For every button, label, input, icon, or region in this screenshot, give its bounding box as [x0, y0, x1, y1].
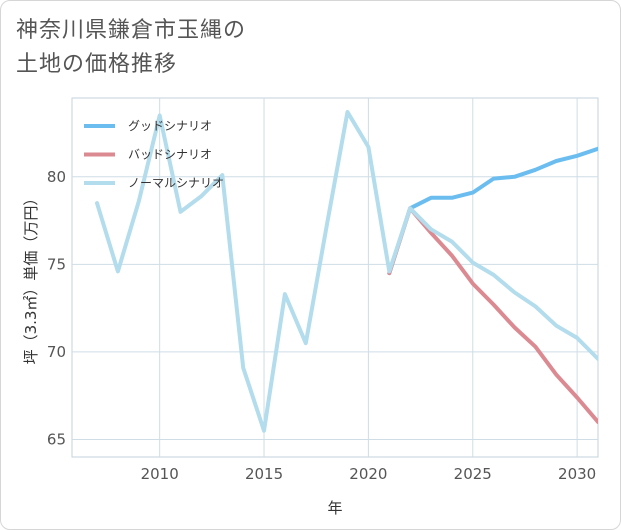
series-line-2: [387, 206, 598, 424]
legend-label-2: バッドシナリオ: [128, 148, 212, 162]
y-tick-label: 70: [47, 343, 66, 361]
legend-label-3: ノーマルシナリオ: [128, 176, 224, 190]
series-line-3: [95, 110, 598, 433]
y-axis-label: 坪（3.3㎡）単価（万円）: [22, 191, 40, 365]
plot-frame: [71, 97, 599, 458]
x-tick-label: 2020: [349, 465, 387, 483]
x-tick-label: 2025: [454, 465, 492, 483]
series-line-1: [387, 146, 598, 276]
x-tick-label: 2015: [245, 465, 283, 483]
title-line-2: 土地の価格推移: [16, 52, 178, 77]
title-line-1: 神奈川県鎌倉市玉縄の: [16, 18, 247, 43]
legend-label-1: グッドシナリオ: [128, 119, 212, 133]
page-title: 神奈川県鎌倉市玉縄の 土地の価格推移: [16, 14, 246, 82]
x-axis-label: 年: [327, 499, 342, 517]
y-tick-label: 75: [47, 255, 66, 273]
x-tick-label: 2030: [558, 465, 596, 483]
y-tick-label: 65: [47, 430, 66, 448]
y-tick-label: 80: [47, 168, 66, 186]
x-tick-label: 2010: [141, 465, 179, 483]
